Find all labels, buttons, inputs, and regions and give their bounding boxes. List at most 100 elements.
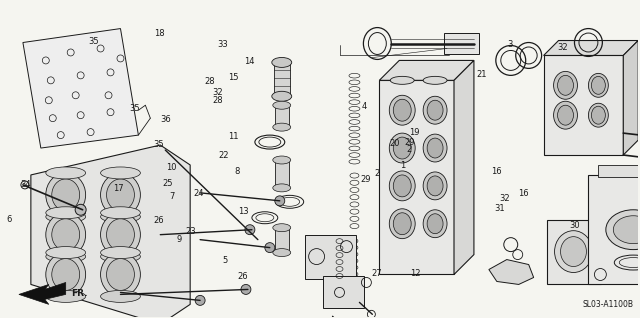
Polygon shape xyxy=(454,60,474,274)
Ellipse shape xyxy=(423,134,447,162)
Circle shape xyxy=(241,284,251,294)
Ellipse shape xyxy=(52,259,79,290)
Ellipse shape xyxy=(427,100,443,120)
Ellipse shape xyxy=(557,75,573,95)
Text: 2: 2 xyxy=(406,145,412,154)
Ellipse shape xyxy=(273,249,291,257)
Ellipse shape xyxy=(393,137,411,159)
Circle shape xyxy=(265,243,275,252)
Text: 32: 32 xyxy=(499,194,509,203)
Bar xyxy=(275,228,289,252)
Text: 18: 18 xyxy=(154,30,164,38)
Ellipse shape xyxy=(591,106,605,124)
Text: 26: 26 xyxy=(238,272,248,281)
Ellipse shape xyxy=(591,76,605,94)
Bar xyxy=(274,62,290,96)
Ellipse shape xyxy=(389,95,415,125)
Text: 35: 35 xyxy=(154,140,164,149)
Text: 35: 35 xyxy=(88,37,99,46)
Bar xyxy=(323,276,364,308)
Text: 3: 3 xyxy=(507,40,512,49)
Polygon shape xyxy=(23,29,138,148)
Text: 9: 9 xyxy=(177,235,182,244)
Bar xyxy=(588,175,640,284)
Bar xyxy=(305,235,356,280)
Ellipse shape xyxy=(272,91,292,101)
Text: 30: 30 xyxy=(569,221,580,230)
Text: 32: 32 xyxy=(212,88,223,97)
Bar xyxy=(547,220,602,284)
Polygon shape xyxy=(31,145,190,318)
Ellipse shape xyxy=(273,123,291,131)
Text: SL03-A1100B: SL03-A1100B xyxy=(583,300,634,309)
Polygon shape xyxy=(489,259,534,284)
Ellipse shape xyxy=(100,251,140,263)
Text: 11: 11 xyxy=(228,132,239,141)
Ellipse shape xyxy=(273,101,291,109)
Ellipse shape xyxy=(389,171,415,201)
Ellipse shape xyxy=(46,173,86,217)
Ellipse shape xyxy=(106,219,134,251)
Text: 26: 26 xyxy=(154,216,164,225)
Text: 35: 35 xyxy=(129,104,140,113)
Ellipse shape xyxy=(52,179,79,211)
Ellipse shape xyxy=(100,247,140,259)
Ellipse shape xyxy=(427,214,443,234)
Ellipse shape xyxy=(554,101,577,129)
Ellipse shape xyxy=(46,247,86,259)
Ellipse shape xyxy=(393,99,411,121)
Ellipse shape xyxy=(613,216,640,244)
Ellipse shape xyxy=(390,76,414,84)
Text: 29: 29 xyxy=(360,175,371,184)
Ellipse shape xyxy=(46,211,86,223)
Text: 17: 17 xyxy=(113,183,124,193)
Ellipse shape xyxy=(106,179,134,211)
Ellipse shape xyxy=(389,133,415,163)
Circle shape xyxy=(195,295,205,305)
Text: 12: 12 xyxy=(410,269,420,278)
Bar xyxy=(275,105,289,127)
Text: 14: 14 xyxy=(244,57,255,66)
Ellipse shape xyxy=(606,210,640,250)
Text: 16: 16 xyxy=(492,167,502,176)
Text: 24: 24 xyxy=(193,189,204,198)
Ellipse shape xyxy=(100,207,140,219)
Ellipse shape xyxy=(561,237,586,266)
Ellipse shape xyxy=(393,175,411,197)
Text: 20: 20 xyxy=(390,139,400,148)
Text: 31: 31 xyxy=(495,204,505,212)
Bar xyxy=(380,80,454,274)
Ellipse shape xyxy=(389,209,415,238)
Ellipse shape xyxy=(46,207,86,219)
Ellipse shape xyxy=(554,71,577,99)
Bar xyxy=(543,55,623,155)
Text: 32: 32 xyxy=(557,43,568,52)
Text: 5: 5 xyxy=(223,256,228,265)
Ellipse shape xyxy=(557,105,573,125)
Ellipse shape xyxy=(588,73,609,97)
Ellipse shape xyxy=(423,96,447,124)
Ellipse shape xyxy=(273,184,291,192)
Ellipse shape xyxy=(423,172,447,200)
Circle shape xyxy=(245,225,255,235)
Text: FR.: FR. xyxy=(70,289,87,298)
Text: 29: 29 xyxy=(405,138,415,147)
Ellipse shape xyxy=(100,167,140,179)
Ellipse shape xyxy=(100,213,140,257)
Ellipse shape xyxy=(100,290,140,302)
Ellipse shape xyxy=(46,167,86,179)
Ellipse shape xyxy=(273,156,291,164)
Text: 19: 19 xyxy=(409,128,419,137)
Text: 4: 4 xyxy=(362,102,367,111)
Bar xyxy=(275,160,289,188)
Ellipse shape xyxy=(46,251,86,263)
Text: 10: 10 xyxy=(166,163,177,172)
Text: 27: 27 xyxy=(372,269,382,278)
Text: 25: 25 xyxy=(163,179,173,188)
Text: 16: 16 xyxy=(518,189,529,198)
Text: 33: 33 xyxy=(218,40,228,49)
Text: 15: 15 xyxy=(228,73,239,82)
Text: 22: 22 xyxy=(219,151,229,160)
Ellipse shape xyxy=(52,219,79,251)
Text: 34: 34 xyxy=(20,180,31,189)
